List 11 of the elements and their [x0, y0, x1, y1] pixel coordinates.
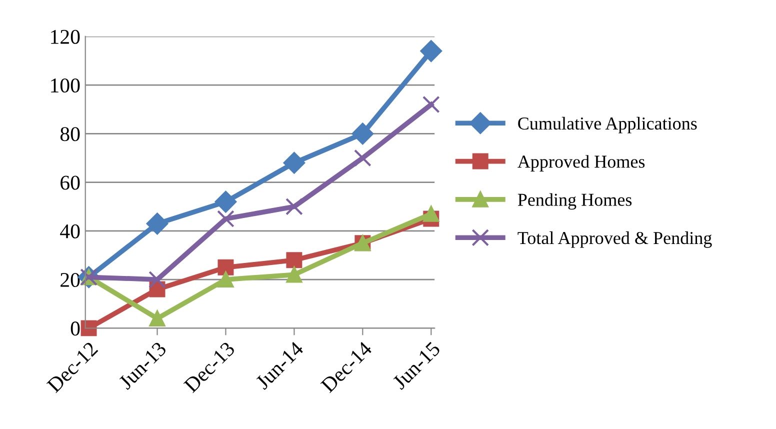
y-tick-label: 20 — [60, 272, 80, 287]
legend-label: Pending Homes — [518, 193, 632, 210]
y-tick-label: 40 — [60, 224, 80, 238]
y-tick-label: 0 — [70, 322, 80, 336]
y-tick-label: 60 — [60, 176, 80, 190]
legend-label: Approved Homes — [518, 155, 645, 172]
y-tick-label: 80 — [60, 127, 80, 142]
y-tick-label: 120 — [51, 30, 80, 44]
y-tick-label: 100 — [51, 78, 80, 93]
legend-label: Total Approved & Pending — [518, 231, 712, 248]
legend-label: Cumulative Applications — [518, 116, 697, 134]
